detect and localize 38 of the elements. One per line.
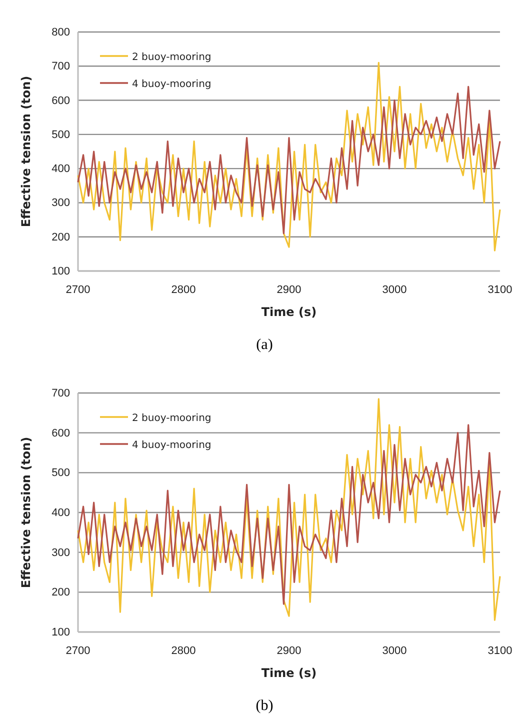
line-series — [77, 424, 501, 605]
x-tick-label: 2900 — [276, 644, 302, 657]
text: (b) — [256, 698, 274, 714]
x-tick-label: 2800 — [171, 284, 196, 296]
line-series — [77, 62, 501, 252]
y-tick-label: 500 — [52, 467, 70, 480]
x-tick-label: 3000 — [382, 644, 407, 657]
text: (a) — [256, 337, 273, 353]
x-tick-label: 2700 — [66, 644, 90, 657]
legend-label: 4 buoy-mooring — [132, 79, 212, 90]
x-tick-label: 2800 — [171, 644, 196, 657]
y-tick-label: 600 — [52, 94, 70, 107]
y-tick-label: 300 — [52, 546, 70, 559]
x-tick-label: 3100 — [488, 284, 512, 296]
y-tick-label: 400 — [52, 163, 70, 176]
y-tick-label: 700 — [52, 60, 70, 73]
y-tick-label: 400 — [52, 507, 70, 520]
y-tick-label: 500 — [52, 128, 70, 141]
y-axis-title: Effective tension (ton) — [19, 76, 33, 228]
x-tick-label: 3000 — [382, 284, 407, 296]
line-series — [77, 398, 501, 621]
x-axis-title: Time (s) — [261, 666, 317, 680]
legend-label: 2 buoy-mooring — [132, 52, 212, 63]
legend-label: 4 buoy-mooring — [132, 440, 212, 451]
x-axis-title: Time (s) — [261, 305, 317, 319]
y-tick-label: 200 — [52, 586, 70, 599]
legend-label: 2 buoy-mooring — [132, 413, 212, 424]
y-tick-label: 300 — [52, 197, 70, 210]
x-tick-label: 3100 — [488, 644, 512, 657]
x-tick-label: 2900 — [276, 284, 302, 296]
y-axis-title: Effective tension (ton) — [19, 436, 33, 588]
y-tick-label: 800 — [52, 26, 70, 39]
y-tick-label: 100 — [52, 266, 70, 278]
y-tick-label: 100 — [52, 626, 70, 639]
y-tick-label: 200 — [52, 231, 70, 244]
y-tick-label: 600 — [52, 427, 70, 440]
y-tick-label: 700 — [52, 388, 70, 400]
x-tick-label: 2700 — [66, 284, 90, 296]
